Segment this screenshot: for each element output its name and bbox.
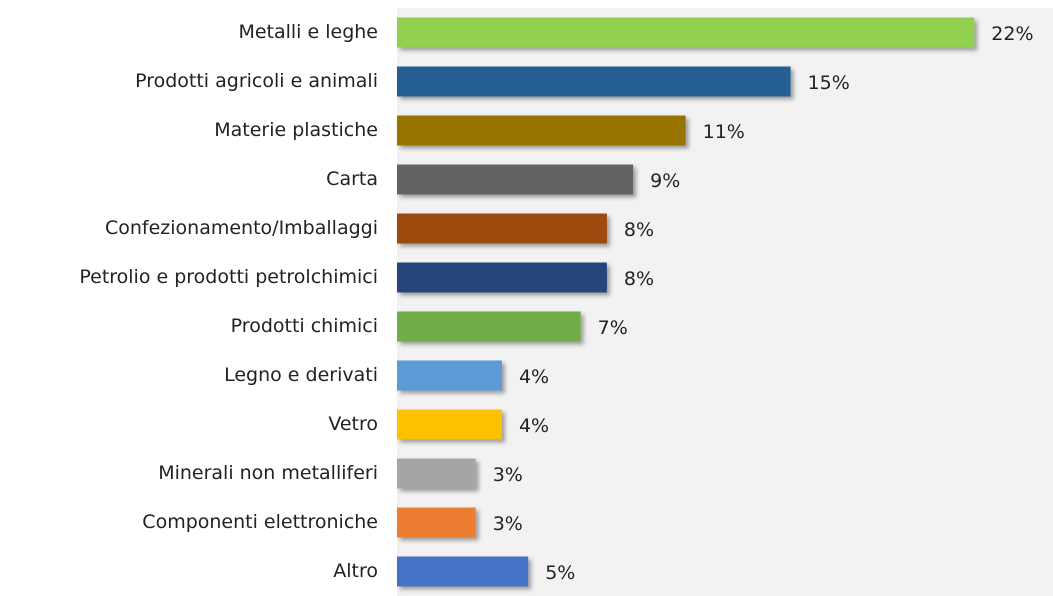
bar: [397, 262, 607, 293]
bar: [397, 360, 502, 391]
value-label: 8%: [624, 268, 654, 290]
bar: [397, 115, 686, 146]
bar: [397, 507, 476, 538]
bar: [397, 409, 502, 440]
value-label: 4%: [519, 415, 549, 437]
value-label: 11%: [703, 121, 745, 143]
category-label: Prodotti chimici: [231, 315, 378, 337]
plot-area: [397, 8, 1053, 596]
category-label: Componenti elettroniche: [142, 511, 378, 533]
category-label: Legno e derivati: [224, 364, 378, 386]
category-label: Vetro: [328, 413, 378, 435]
value-label: 4%: [519, 366, 549, 388]
category-label: Altro: [333, 560, 378, 582]
category-label: Materie plastiche: [214, 119, 378, 141]
value-label: 9%: [650, 170, 680, 192]
category-label: Metalli e leghe: [238, 21, 378, 43]
value-label: 8%: [624, 219, 654, 241]
bar: [397, 66, 791, 97]
value-label: 5%: [545, 562, 575, 584]
bar: [397, 213, 607, 244]
bar: [397, 311, 581, 342]
category-label: Minerali non metalliferi: [158, 462, 378, 484]
bar: [397, 556, 529, 587]
category-label: Petrolio e prodotti petrolchimici: [79, 266, 378, 288]
category-label: Confezionamento/Imballaggi: [105, 217, 378, 239]
value-label: 3%: [493, 464, 523, 486]
value-label: 22%: [991, 23, 1033, 45]
bar: [397, 458, 476, 489]
category-label: Prodotti agricoli e animali: [135, 70, 378, 92]
bar: [397, 17, 975, 48]
value-label: 15%: [808, 72, 850, 94]
value-label: 3%: [493, 513, 523, 535]
bar: [397, 164, 634, 195]
value-label: 7%: [598, 317, 628, 339]
category-label: Carta: [326, 168, 378, 190]
